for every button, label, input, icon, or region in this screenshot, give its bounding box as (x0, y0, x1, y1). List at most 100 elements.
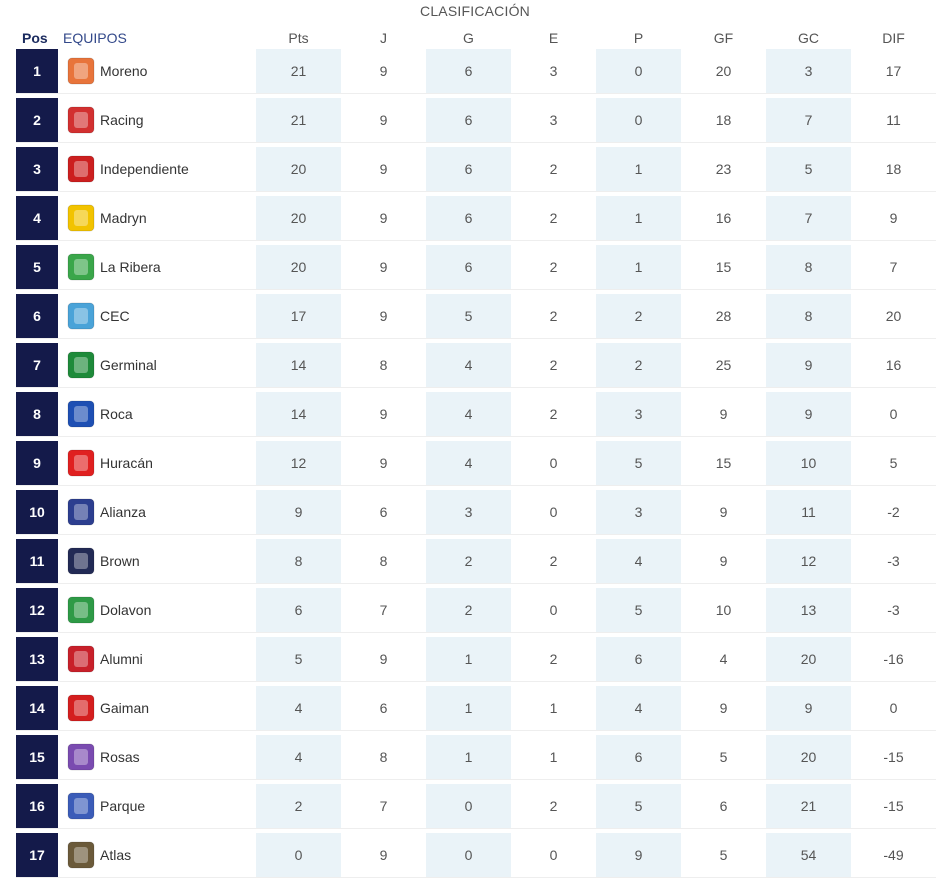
table-row[interactable]: 7 Germinal 14 8 4 2 2 25 9 16 (16, 343, 936, 388)
header-gf: GF (713, 30, 734, 46)
team-name[interactable]: Madryn (100, 210, 147, 226)
table-row[interactable]: 8 Roca 14 9 4 2 3 9 9 0 (16, 392, 936, 437)
stat-j: 8 (379, 749, 388, 765)
table-row[interactable]: 3 Independiente 20 9 6 2 1 23 5 18 (16, 147, 936, 192)
stat-pts: 21 (256, 98, 341, 142)
table-row[interactable]: 6 CEC 17 9 5 2 2 28 8 20 (16, 294, 936, 339)
position-badge: 13 (16, 637, 58, 681)
stat-p: 2 (596, 294, 681, 338)
stat-gf: 9 (719, 406, 728, 422)
stat-pts: 9 (256, 490, 341, 534)
table-row[interactable]: 17 Atlas 0 9 0 0 9 5 54 -49 (16, 833, 936, 878)
stat-e: 0 (549, 847, 558, 863)
stat-j: 6 (379, 504, 388, 520)
stat-j: 9 (379, 847, 388, 863)
stat-gc: 9 (766, 392, 851, 436)
stat-gc: 20 (766, 735, 851, 779)
header-pos: Pos (22, 30, 48, 46)
stat-gf: 5 (719, 749, 728, 765)
team-name[interactable]: Racing (100, 112, 144, 128)
table-row[interactable]: 12 Dolavon 6 7 2 0 5 10 13 -3 (16, 588, 936, 633)
roca-logo-icon (67, 400, 95, 428)
stat-gf: 6 (719, 798, 728, 814)
stat-gf: 18 (715, 112, 732, 128)
team-name[interactable]: La Ribera (100, 259, 161, 275)
stat-dif: 18 (885, 161, 902, 177)
rosas-logo-icon (67, 743, 95, 771)
stat-dif: 0 (889, 406, 898, 422)
table-row[interactable]: 1 Moreno 21 9 6 3 0 20 3 17 (16, 49, 936, 94)
position-badge: 6 (16, 294, 58, 338)
dolavon-logo-icon (67, 596, 95, 624)
moreno-logo-icon (67, 57, 95, 85)
stat-gc: 7 (766, 196, 851, 240)
team-name[interactable]: Gaiman (100, 700, 150, 716)
team-name[interactable]: Alumni (100, 651, 143, 667)
team-name[interactable]: CEC (100, 308, 130, 324)
table-row[interactable]: 16 Parque 2 7 0 2 5 6 21 -15 (16, 784, 936, 829)
stat-pts: 4 (256, 735, 341, 779)
stat-e: 1 (549, 700, 558, 716)
stat-gc: 10 (766, 441, 851, 485)
stat-e: 3 (549, 112, 558, 128)
stat-j: 8 (379, 357, 388, 373)
table-row[interactable]: 14 Gaiman 4 6 1 1 4 9 9 0 (16, 686, 936, 731)
table-row[interactable]: 10 Alianza 9 6 3 0 3 9 11 -2 (16, 490, 936, 535)
team-name[interactable]: Roca (100, 406, 133, 422)
alianza-logo-icon (67, 498, 95, 526)
team-name[interactable]: Moreno (100, 63, 148, 79)
huracan-logo-icon (67, 449, 95, 477)
team-name[interactable]: Independiente (100, 161, 189, 177)
stat-e: 2 (549, 161, 558, 177)
stat-p: 4 (596, 539, 681, 583)
team-name[interactable]: Parque (100, 798, 146, 814)
stat-g: 0 (426, 833, 511, 877)
stat-p: 1 (596, 196, 681, 240)
stat-e: 2 (549, 406, 558, 422)
stat-pts: 0 (256, 833, 341, 877)
table-row[interactable]: 13 Alumni 5 9 1 2 6 4 20 -16 (16, 637, 936, 682)
team-name[interactable]: Dolavon (100, 602, 152, 618)
stat-p: 6 (596, 637, 681, 681)
table-row[interactable]: 2 Racing 21 9 6 3 0 18 7 11 (16, 98, 936, 143)
stat-j: 7 (379, 602, 388, 618)
table-row[interactable]: 11 Brown 8 8 2 2 4 9 12 -3 (16, 539, 936, 584)
stat-gf: 10 (715, 602, 732, 618)
stat-gc: 7 (766, 98, 851, 142)
stat-dif: 11 (886, 112, 901, 128)
table-row[interactable]: 4 Madryn 20 9 6 2 1 16 7 9 (16, 196, 936, 241)
table-row[interactable]: 15 Rosas 4 8 1 1 6 5 20 -15 (16, 735, 936, 780)
team-name[interactable]: Germinal (100, 357, 157, 373)
stat-dif: -49 (883, 847, 904, 863)
stat-g: 1 (426, 735, 511, 779)
stat-e: 3 (549, 63, 558, 79)
team-name[interactable]: Alianza (100, 504, 146, 520)
stat-pts: 2 (256, 784, 341, 828)
stat-pts: 14 (256, 392, 341, 436)
brown-logo-icon (67, 547, 95, 575)
germinal-logo-icon (67, 351, 95, 379)
stat-dif: 5 (889, 455, 898, 471)
team-name[interactable]: Atlas (100, 847, 132, 863)
position-badge: 11 (16, 539, 58, 583)
stat-gf: 16 (715, 210, 732, 226)
stat-e: 0 (549, 455, 558, 471)
team-name[interactable]: Huracán (100, 455, 153, 471)
position-badge: 2 (16, 98, 58, 142)
stat-j: 9 (379, 210, 388, 226)
team-name[interactable]: Brown (100, 553, 140, 569)
stat-pts: 17 (256, 294, 341, 338)
la-ribera-logo-icon (67, 253, 95, 281)
stat-e: 0 (549, 602, 558, 618)
stat-gc: 11 (766, 490, 851, 534)
stat-gc: 54 (766, 833, 851, 877)
table-row[interactable]: 5 La Ribera 20 9 6 2 1 15 8 7 (16, 245, 936, 290)
stat-p: 4 (596, 686, 681, 730)
header-p: P (633, 30, 644, 46)
team-name[interactable]: Rosas (100, 749, 140, 765)
stat-gc: 13 (766, 588, 851, 632)
stat-e: 2 (549, 798, 558, 814)
stat-p: 9 (596, 833, 681, 877)
table-row[interactable]: 9 Huracán 12 9 4 0 5 15 10 5 (16, 441, 936, 486)
